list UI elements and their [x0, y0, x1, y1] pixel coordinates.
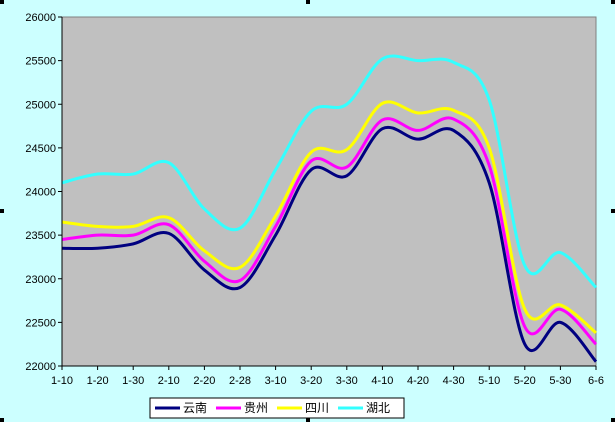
y-tick-label: 25500: [25, 56, 56, 68]
series-group: [61, 54, 598, 363]
legend-item: 四川: [277, 401, 329, 415]
x-tick-label: 5-20: [514, 375, 536, 387]
y-axis: 22000 22500 23000 23500 24000 24500 25000 25500…: [25, 12, 63, 373]
x-tick-label: 5-10: [478, 375, 500, 387]
y-tick-label: 23500: [25, 230, 56, 242]
resize-handle-bottom-left[interactable]: [0, 418, 4, 422]
x-tick-label: 1-20: [87, 375, 109, 387]
legend-label: 湖北: [366, 400, 390, 415]
legend-item: 云南: [155, 400, 207, 415]
y-tick-label: 23000: [25, 274, 56, 286]
x-tick-label: 5-30: [549, 375, 571, 387]
resize-handle-top-right[interactable]: [611, 0, 615, 4]
legend-label: 贵州: [244, 401, 268, 415]
legend-label: 云南: [183, 400, 207, 415]
resize-handle-top-left[interactable]: [0, 0, 4, 4]
x-tick-label: 3-10: [265, 375, 287, 387]
resize-handle-top-center[interactable]: [306, 0, 310, 4]
y-tick-label: 24000: [25, 187, 56, 199]
series-line: [61, 100, 597, 335]
x-tick-label: 6-6: [588, 375, 604, 387]
legend-item: 湖北: [338, 400, 390, 415]
y-tick-label: 22500: [25, 317, 56, 329]
legend: 云南 贵州 四川 湖北: [149, 397, 405, 419]
x-tick-label: 3-20: [300, 375, 322, 387]
series-line: [61, 125, 598, 363]
x-tick-label: 1-10: [51, 375, 73, 387]
series-line: [61, 116, 598, 346]
x-tick-label: 2-28: [229, 375, 251, 387]
resize-handle-middle-right[interactable]: [611, 209, 615, 213]
x-tick-label: 4-20: [407, 375, 429, 387]
y-tick-label: 25000: [25, 99, 56, 111]
y-tick-label: 24500: [25, 143, 56, 155]
x-tick-label: 2-10: [158, 375, 180, 387]
y-tick-label: 22000: [25, 361, 56, 373]
series-line: [61, 54, 598, 289]
legend-item: 贵州: [216, 401, 268, 415]
resize-handle-bottom-center[interactable]: [306, 418, 310, 422]
resize-handle-middle-left[interactable]: [0, 209, 4, 213]
x-tick-label: 2-20: [193, 375, 215, 387]
resize-handle-bottom-right[interactable]: [611, 418, 615, 422]
y-tick-label: 26000: [25, 12, 56, 24]
x-tick-label: 4-10: [371, 375, 393, 387]
x-tick-label: 3-30: [336, 375, 358, 387]
x-tick-label: 4-30: [443, 375, 465, 387]
legend-label: 四川: [305, 401, 329, 415]
x-tick-label: 1-30: [122, 375, 144, 387]
x-axis: 1-10 1-20 1-30 2-10 2-20 2-28 3-10 3-20 3-30 4-10…: [51, 365, 604, 387]
